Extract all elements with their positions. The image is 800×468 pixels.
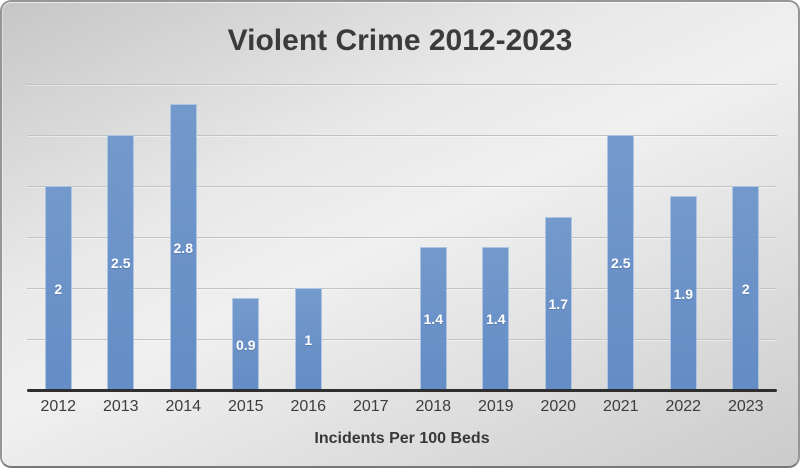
bar-2013: 2.5 [107,135,135,390]
bar-data-label-2021: 2.5 [611,255,631,271]
x-tick-label-2018: 2018 [415,398,452,415]
gridline-1.5 [27,237,777,238]
bar-2022: 1.9 [669,196,697,390]
bar-data-label-2022: 1.9 [673,285,693,302]
bar-column-2020: 1.7 [527,84,590,390]
x-tick-label-2015: 2015 [227,398,264,415]
gridline-2.5 [27,135,777,136]
bar-2021: 2.5 [607,135,635,390]
bar-2020: 1.7 [544,216,572,390]
gridline-1.0 [27,288,777,289]
bar-2014: 2.8 [169,104,197,390]
bar-column-2012: 2 [27,84,90,390]
bar-2015: 0.9 [232,298,260,390]
x-tick-label-2013: 2013 [102,398,139,415]
bar-column-2016: 1 [277,84,340,390]
x-tick-label-2020: 2020 [540,398,577,415]
plot-area: 2 2.5 2.8 0.9 1 1.4 1.4 1.7 2.5 1.9 2 [27,84,777,392]
bar-data-label-2012: 2 [54,280,63,297]
x-tick-label-2016: 2016 [290,398,327,415]
x-tick-label-2012: 2012 [40,398,77,415]
gridline-0.5 [27,339,777,340]
bar-column-2021: 2.5 [590,84,653,390]
x-tick-label-2019: 2019 [477,398,514,415]
bar-data-label-2020: 1.7 [548,295,568,312]
bar-column-2022: 1.9 [652,84,715,390]
bar-2012: 2 [44,186,72,390]
bar-column-2014: 2.8 [152,84,215,390]
bar-data-label-2014: 2.8 [173,239,193,256]
x-tick-label-2014: 2014 [165,398,202,415]
bar-2016: 1 [294,288,322,390]
bar-data-label-2023: 2 [741,280,750,297]
gridline-3.0 [27,84,777,85]
x-axis-line [27,389,777,392]
bars-row: 2 2.5 2.8 0.9 1 1.4 1.4 1.7 2.5 1.9 2 [27,84,777,390]
bar-data-label-2013: 2.5 [111,255,131,271]
bar-column-2023: 2 [715,84,778,390]
bar-data-label-2015: 0.9 [236,336,256,353]
x-tick-label-2017: 2017 [352,398,389,415]
gridline-2.0 [27,186,777,187]
x-axis-title: Incidents Per 100 Beds [314,430,490,447]
x-tick-label-2023: 2023 [727,398,764,415]
bar-column-2017 [340,84,403,390]
bar-data-label-2018: 1.4 [423,311,443,328]
x-tick-label-2022: 2022 [665,398,702,415]
bar-column-2018: 1.4 [402,84,465,390]
bar-2023: 2 [732,186,760,390]
chart-title: Violent Crime 2012-2023 [227,24,573,57]
bar-column-2015: 0.9 [215,84,278,390]
bar-column-2019: 1.4 [465,84,528,390]
bar-column-2013: 2.5 [90,84,153,390]
bar-2019: 1.4 [482,247,510,390]
x-axis-tick-labels: 2012 2013 2014 2015 2016 2017 2018 2019 2020 2021… [27,398,777,416]
bar-data-label-2016: 1 [304,331,313,348]
bar-data-label-2019: 1.4 [486,311,506,328]
x-tick-label-2021: 2021 [602,398,639,415]
bar-2018: 1.4 [419,247,447,390]
